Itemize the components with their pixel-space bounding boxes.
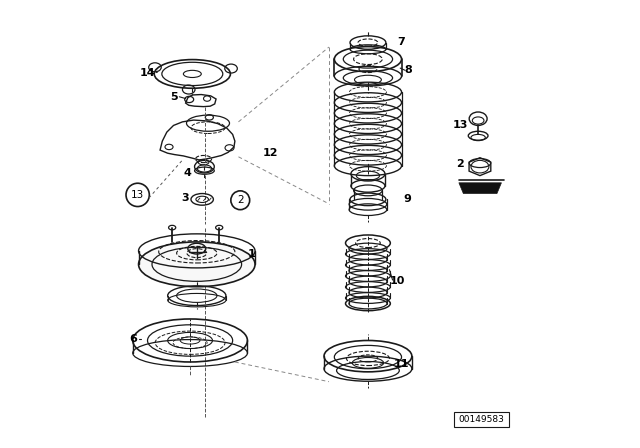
Text: 5: 5 bbox=[171, 92, 178, 102]
Text: 10: 10 bbox=[389, 276, 404, 286]
Text: 12: 12 bbox=[263, 148, 278, 158]
Text: 3: 3 bbox=[182, 193, 189, 203]
Text: 00149583: 00149583 bbox=[458, 415, 504, 424]
Text: 11: 11 bbox=[394, 359, 410, 369]
Text: 2: 2 bbox=[456, 159, 464, 168]
Text: 7: 7 bbox=[397, 37, 404, 47]
Text: 2: 2 bbox=[237, 195, 244, 205]
Text: 1: 1 bbox=[248, 250, 255, 259]
Text: 13: 13 bbox=[131, 190, 144, 200]
Text: 9: 9 bbox=[403, 194, 412, 204]
Text: 14: 14 bbox=[140, 68, 156, 78]
Text: 13: 13 bbox=[452, 121, 468, 130]
Ellipse shape bbox=[139, 242, 255, 287]
Text: 6: 6 bbox=[129, 334, 137, 344]
Text: 8: 8 bbox=[404, 65, 412, 75]
Text: 4: 4 bbox=[184, 168, 192, 178]
Polygon shape bbox=[459, 183, 502, 194]
